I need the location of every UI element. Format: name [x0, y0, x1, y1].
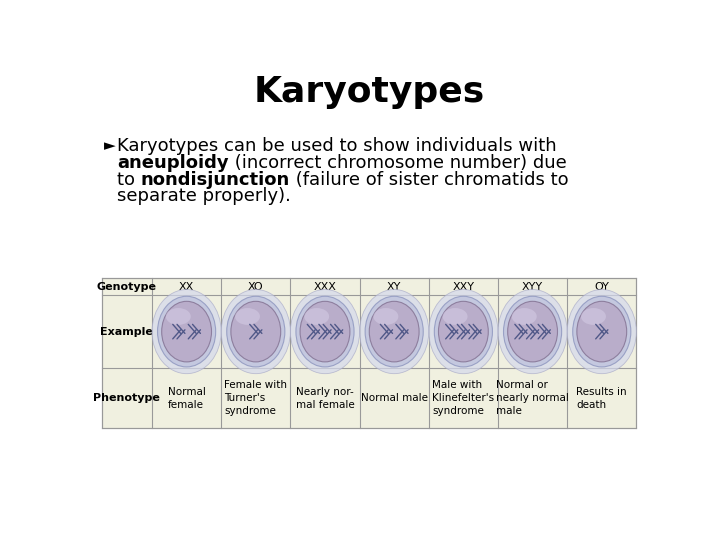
Text: Nearly nor-
mal female: Nearly nor- mal female [296, 387, 354, 410]
Ellipse shape [365, 296, 423, 367]
Text: (failure of sister chromatids to: (failure of sister chromatids to [290, 171, 569, 188]
Ellipse shape [512, 308, 536, 325]
Ellipse shape [162, 301, 212, 362]
Ellipse shape [503, 296, 562, 367]
FancyBboxPatch shape [102, 278, 636, 428]
Ellipse shape [443, 308, 467, 325]
Ellipse shape [235, 308, 260, 325]
Text: Male with
Klinefelter's
syndrome: Male with Klinefelter's syndrome [432, 380, 495, 416]
Ellipse shape [152, 289, 221, 374]
Ellipse shape [567, 289, 636, 374]
Text: separate properly).: separate properly). [117, 187, 291, 206]
Text: Normal
female: Normal female [168, 387, 205, 410]
Text: to: to [117, 171, 141, 188]
Text: Karyotypes can be used to show individuals with: Karyotypes can be used to show individua… [117, 137, 557, 154]
Ellipse shape [227, 296, 285, 367]
Text: Normal or
nearly normal
male: Normal or nearly normal male [496, 380, 569, 416]
Ellipse shape [429, 289, 498, 374]
Ellipse shape [305, 308, 329, 325]
Ellipse shape [300, 301, 350, 362]
Text: Results in
death: Results in death [577, 387, 627, 410]
Ellipse shape [581, 308, 606, 325]
Ellipse shape [296, 296, 354, 367]
Text: nondisjunction: nondisjunction [141, 171, 290, 188]
Text: ►: ► [104, 138, 116, 153]
Text: aneuploidy: aneuploidy [117, 153, 229, 172]
Ellipse shape [158, 296, 216, 367]
Text: Female with
Turner's
syndrome: Female with Turner's syndrome [225, 380, 287, 416]
Text: Normal male: Normal male [361, 393, 428, 403]
Text: XYY: XYY [522, 281, 543, 292]
Text: XXY: XXY [452, 281, 474, 292]
Text: XXX: XXX [313, 281, 336, 292]
Text: XY: XY [387, 281, 401, 292]
Ellipse shape [231, 301, 281, 362]
Ellipse shape [572, 296, 631, 367]
Text: (incorrect chromosome number) due: (incorrect chromosome number) due [229, 153, 567, 172]
Ellipse shape [221, 289, 290, 374]
Ellipse shape [577, 301, 626, 362]
Ellipse shape [438, 301, 488, 362]
Ellipse shape [434, 296, 492, 367]
Text: Karyotypes: Karyotypes [253, 75, 485, 109]
Text: Example: Example [100, 327, 153, 336]
Text: XO: XO [248, 281, 264, 292]
Text: XX: XX [179, 281, 194, 292]
Ellipse shape [369, 301, 419, 362]
Ellipse shape [166, 308, 191, 325]
Text: Phenotype: Phenotype [94, 393, 161, 403]
Ellipse shape [290, 289, 359, 374]
Ellipse shape [508, 301, 557, 362]
Ellipse shape [359, 289, 429, 374]
Ellipse shape [498, 289, 567, 374]
Text: OY: OY [594, 281, 609, 292]
Text: Genotype: Genotype [96, 281, 157, 292]
Ellipse shape [374, 308, 398, 325]
